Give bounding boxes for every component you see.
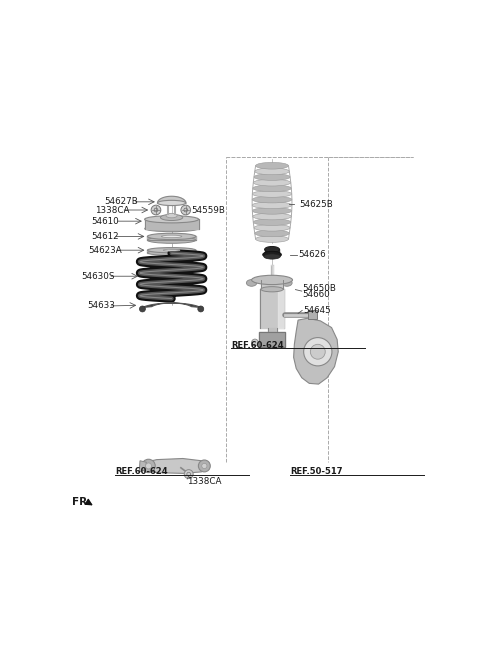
Ellipse shape (264, 254, 280, 259)
Circle shape (198, 306, 204, 312)
Ellipse shape (264, 247, 279, 253)
Text: 1338CA: 1338CA (187, 477, 222, 485)
Ellipse shape (157, 200, 186, 205)
Ellipse shape (261, 287, 283, 292)
Polygon shape (145, 459, 207, 474)
Bar (259, 333, 285, 346)
Text: 54623A: 54623A (88, 246, 121, 255)
Text: REF.60-624: REF.60-624 (231, 341, 284, 350)
Ellipse shape (147, 234, 196, 239)
Text: FR.: FR. (72, 497, 91, 507)
Circle shape (184, 470, 193, 479)
Text: 54660: 54660 (302, 291, 330, 299)
Ellipse shape (147, 250, 196, 255)
Ellipse shape (144, 216, 199, 223)
Ellipse shape (252, 191, 292, 197)
Ellipse shape (144, 226, 199, 232)
Ellipse shape (252, 207, 292, 215)
Polygon shape (139, 461, 146, 472)
Text: 54559B: 54559B (192, 205, 225, 215)
Text: 54626: 54626 (298, 250, 326, 259)
Ellipse shape (254, 174, 290, 180)
Ellipse shape (252, 196, 292, 203)
Ellipse shape (160, 215, 183, 220)
Circle shape (252, 339, 258, 346)
Ellipse shape (166, 213, 177, 218)
Circle shape (140, 306, 145, 312)
Ellipse shape (147, 237, 196, 243)
Ellipse shape (255, 168, 289, 174)
Text: 1338CA: 1338CA (96, 205, 130, 215)
Text: 54627B: 54627B (105, 197, 138, 207)
Ellipse shape (252, 276, 292, 285)
Circle shape (311, 344, 325, 359)
Polygon shape (143, 303, 201, 308)
Ellipse shape (253, 218, 291, 226)
Ellipse shape (246, 279, 257, 286)
Polygon shape (294, 318, 338, 384)
Circle shape (181, 205, 191, 215)
Text: REF.60-624: REF.60-624 (115, 467, 168, 476)
Text: REF.50-517: REF.50-517 (290, 467, 342, 476)
Text: 54650B: 54650B (302, 284, 336, 293)
Ellipse shape (263, 251, 281, 258)
Text: 54633: 54633 (87, 302, 115, 310)
Text: 54645: 54645 (303, 306, 331, 315)
Ellipse shape (252, 202, 292, 209)
Ellipse shape (255, 236, 288, 242)
Ellipse shape (161, 235, 182, 237)
Ellipse shape (253, 185, 291, 192)
Ellipse shape (254, 224, 290, 231)
Ellipse shape (253, 213, 291, 220)
FancyBboxPatch shape (308, 310, 317, 319)
Ellipse shape (282, 279, 292, 286)
Text: 54630S: 54630S (82, 272, 115, 281)
Circle shape (145, 463, 152, 469)
Circle shape (142, 459, 155, 472)
Circle shape (198, 460, 210, 472)
Ellipse shape (163, 249, 180, 251)
Circle shape (202, 463, 207, 468)
Text: 54625B: 54625B (299, 199, 333, 209)
Text: 54610: 54610 (92, 216, 120, 226)
Text: 54612: 54612 (92, 232, 119, 241)
Ellipse shape (253, 179, 291, 186)
Ellipse shape (255, 163, 288, 169)
Ellipse shape (255, 230, 289, 237)
Ellipse shape (147, 247, 196, 253)
Circle shape (304, 338, 332, 366)
Circle shape (151, 205, 161, 215)
